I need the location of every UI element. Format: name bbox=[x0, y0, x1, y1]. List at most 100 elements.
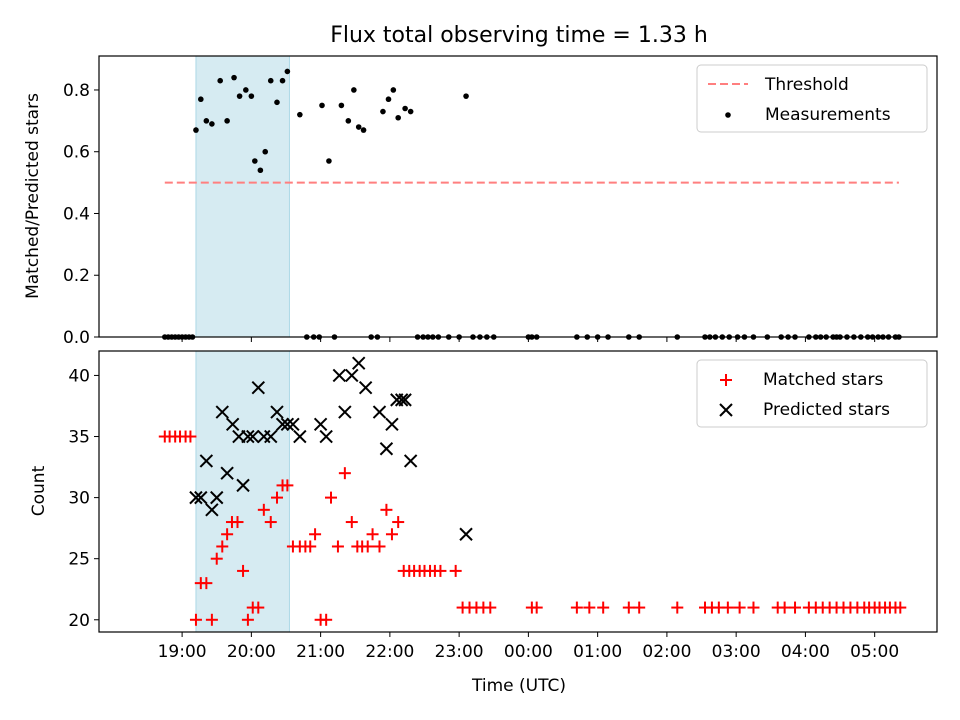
data-point bbox=[257, 503, 270, 516]
x-stroke-b bbox=[352, 356, 366, 370]
y-tick-label: 0.2 bbox=[63, 266, 90, 286]
data-point bbox=[338, 405, 352, 419]
data-point bbox=[366, 528, 379, 541]
data-point bbox=[231, 516, 244, 529]
x-stroke-b bbox=[270, 405, 284, 419]
data-point bbox=[633, 601, 646, 614]
data-point bbox=[484, 601, 497, 614]
data-point bbox=[530, 601, 543, 614]
data-point bbox=[326, 158, 332, 164]
x-stroke-b bbox=[241, 429, 255, 444]
x-tick-label: 01:00 bbox=[573, 642, 622, 662]
x-stroke-b bbox=[225, 417, 240, 432]
axes-frame bbox=[98, 55, 938, 338]
data-point bbox=[380, 503, 393, 516]
x-stroke-b bbox=[194, 490, 208, 505]
data-point bbox=[380, 108, 386, 115]
x-stroke-b bbox=[251, 380, 265, 395]
predicted-legend-label: Predicted stars bbox=[763, 400, 890, 420]
x-stroke-b bbox=[286, 417, 300, 432]
y-tick-label: 30 bbox=[68, 489, 90, 509]
data-point bbox=[281, 479, 294, 492]
data-point bbox=[385, 96, 392, 103]
data-point bbox=[894, 601, 907, 614]
y-tick-label: 40 bbox=[68, 366, 90, 386]
data-point bbox=[184, 430, 197, 443]
data-point bbox=[200, 577, 213, 590]
data-point bbox=[293, 429, 307, 444]
axes-frame bbox=[98, 350, 938, 633]
data-point bbox=[358, 380, 373, 395]
data-point bbox=[220, 466, 234, 480]
y-tick-label: 20 bbox=[68, 611, 90, 631]
x-stroke-b bbox=[394, 393, 409, 407]
data-point bbox=[463, 93, 469, 99]
data-point bbox=[373, 540, 386, 553]
data-point bbox=[345, 516, 358, 529]
data-point bbox=[215, 405, 229, 419]
x-tick-label: 23:00 bbox=[435, 642, 484, 662]
y-tick-label: 25 bbox=[68, 550, 90, 570]
data-point bbox=[297, 111, 303, 118]
x-stroke-b bbox=[345, 368, 359, 383]
data-point bbox=[231, 74, 237, 81]
observing-span bbox=[195, 55, 290, 338]
x-tick-label: 19:00 bbox=[158, 642, 207, 662]
data-point bbox=[193, 127, 199, 133]
x-tick-label: 03:00 bbox=[712, 642, 761, 662]
data-point bbox=[733, 601, 746, 614]
matched-legend-swatch bbox=[720, 374, 732, 386]
data-point bbox=[320, 613, 333, 626]
series-matched-stars bbox=[158, 430, 907, 626]
data-point bbox=[345, 368, 359, 383]
data-point bbox=[459, 527, 473, 541]
data-point bbox=[251, 380, 265, 395]
x-stroke-b bbox=[358, 380, 373, 395]
data-point bbox=[264, 516, 277, 529]
data-point bbox=[398, 393, 412, 407]
y-tick-label: 0.6 bbox=[63, 143, 90, 163]
data-point bbox=[205, 503, 219, 517]
data-point bbox=[246, 429, 260, 444]
top-legend: Threshold Measurements bbox=[696, 64, 928, 133]
data-point bbox=[361, 540, 374, 553]
data-point bbox=[189, 490, 203, 505]
data-point bbox=[392, 516, 405, 529]
data-point bbox=[252, 601, 265, 614]
top-legend-frame bbox=[696, 64, 928, 133]
measurements-legend-swatch bbox=[725, 112, 731, 118]
data-point bbox=[264, 429, 278, 444]
x-stroke-b bbox=[372, 405, 387, 419]
data-point bbox=[275, 417, 290, 432]
data-point bbox=[379, 442, 394, 456]
x-tick-label: 00:00 bbox=[504, 642, 553, 662]
x-stroke-b bbox=[236, 478, 250, 493]
x-stroke-b bbox=[275, 417, 290, 432]
data-point bbox=[304, 540, 317, 553]
top-panel: 0.0 0.2 0.4 0.6 0.8 bbox=[63, 55, 938, 348]
data-point bbox=[372, 405, 387, 419]
data-point bbox=[241, 429, 255, 444]
chart-title: Flux total observing time = 1.33 h bbox=[330, 23, 708, 48]
data-point bbox=[338, 102, 345, 109]
data-point bbox=[331, 540, 344, 553]
x-tick-label: 02:00 bbox=[642, 642, 691, 662]
x-stroke-b bbox=[293, 429, 307, 444]
x-stroke-b bbox=[459, 527, 473, 541]
x-stroke-b bbox=[205, 503, 219, 517]
top-ylabel: Matched/Predicted stars bbox=[23, 93, 43, 299]
data-point bbox=[449, 564, 462, 577]
data-point bbox=[622, 601, 635, 614]
x-stroke-b bbox=[189, 490, 203, 505]
data-point bbox=[221, 528, 234, 541]
data-point bbox=[262, 148, 269, 155]
bottom-ylabel: Count bbox=[29, 465, 49, 516]
data-point bbox=[721, 601, 734, 614]
x-stroke-b bbox=[398, 393, 412, 407]
x-stroke-b bbox=[403, 454, 418, 468]
predicted-legend-swatch bbox=[719, 403, 733, 417]
data-point bbox=[355, 124, 362, 130]
data-point bbox=[198, 96, 204, 103]
x-tick-label: 05:00 bbox=[850, 642, 899, 662]
x-stroke-b bbox=[332, 368, 347, 383]
